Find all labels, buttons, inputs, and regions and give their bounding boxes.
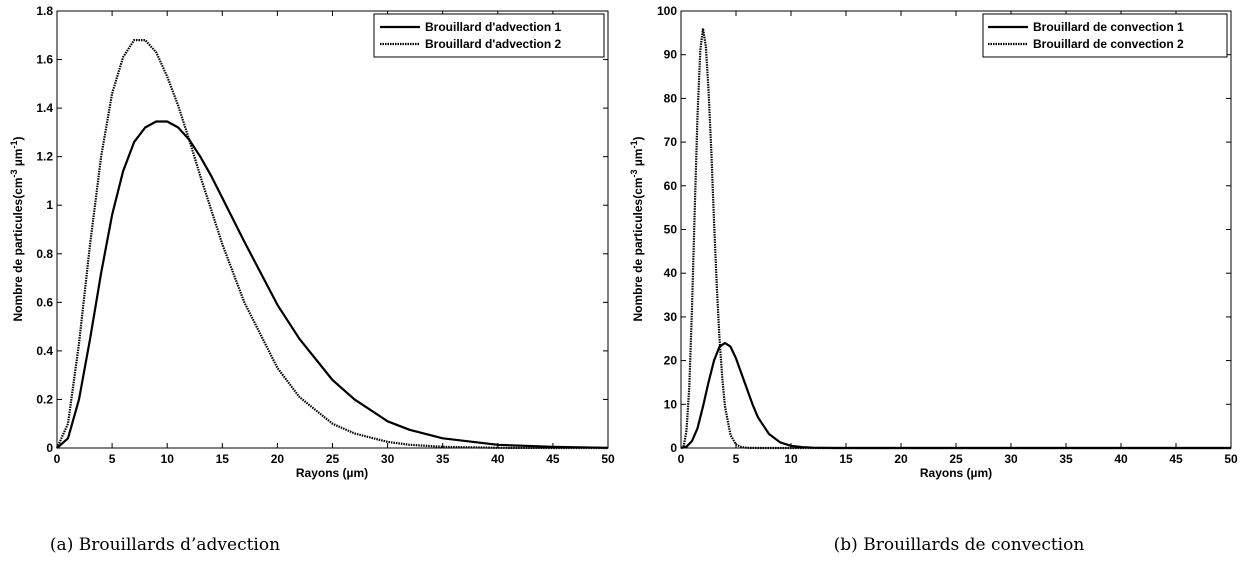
series-lines	[55, 38, 609, 450]
series-line-1	[56, 120, 609, 449]
x-tick-label: 0	[54, 452, 61, 466]
plot-area-frame	[56, 10, 609, 449]
series-line-1	[680, 342, 1231, 450]
y-tick-label: 1.4	[36, 101, 53, 115]
y-tick-label: 10	[664, 397, 678, 411]
y-tick-label: 1.2	[36, 150, 53, 164]
y-tick-label: 0	[670, 441, 677, 455]
y-tick-label: 0.4	[36, 344, 53, 358]
x-tick-label: 30	[381, 452, 395, 466]
legend-box	[982, 13, 1228, 58]
y-tick-label: 100	[657, 4, 677, 18]
y-tick-label: 50	[664, 223, 678, 237]
x-tick-label: 25	[949, 452, 963, 466]
x-tick-label: 15	[216, 452, 230, 466]
x-tick-label: 45	[546, 452, 560, 466]
x-tick-label: 50	[1224, 452, 1238, 466]
x-tick-label: 35	[1059, 452, 1073, 466]
x-tick-label: 40	[491, 452, 505, 466]
x-tick-label: 30	[1004, 452, 1018, 466]
x-axis-ticks: 0 5 10 15 20 25 30 35 40 45 50	[678, 11, 1238, 466]
x-tick-label: 0	[678, 452, 685, 466]
caption-a: (a) Brouillards d’advection	[50, 535, 280, 555]
x-tick-label: 35	[436, 452, 450, 466]
x-axis-label: Rayons (µm)	[296, 466, 368, 480]
x-tick-label: 20	[271, 452, 285, 466]
legend-label-series-1: Brouillard d'advection 1	[425, 20, 562, 34]
x-tick-label: 45	[1169, 452, 1183, 466]
series-line-2	[55, 38, 608, 450]
y-tick-label: 60	[664, 179, 678, 193]
y-tick-label: 0	[46, 441, 53, 455]
x-tick-label: 50	[601, 452, 615, 466]
chart-advection: 0 5 10 15 20 25 30 35 40 45 50 0 0.2 0.4 0.6 0.8 1 1.2 1.…	[9, 4, 615, 555]
x-axis-ticks: 0 5 10 15 20 25 30 35 40 45 50	[54, 11, 615, 466]
y-tick-label: 70	[664, 135, 678, 149]
y-tick-label: 1.8	[36, 4, 53, 18]
chart-convection: 0 5 10 15 20 25 30 35 40 45 50 0 10 20 30 40 50 60 70 80 90…	[629, 4, 1238, 555]
y-axis-ticks: 0 10 20 30 40 50 60 70 80 90 100	[657, 4, 1231, 455]
series-line-2	[680, 27, 1231, 450]
x-tick-label: 25	[326, 452, 340, 466]
legend-label-series-1: Brouillard de convection 1	[1033, 20, 1184, 34]
caption-b: (b) Brouillards de convection	[834, 535, 1085, 555]
y-axis-ticks: 0 0.2 0.4 0.6 0.8 1 1.2 1.4 1.6 1.8	[36, 4, 608, 455]
series-lines	[680, 27, 1231, 450]
y-tick-label: 1.6	[36, 53, 53, 67]
y-tick-label: 0.6	[36, 295, 53, 309]
legend-label-series-2: Brouillard d'advection 2	[425, 37, 562, 51]
plot-area-frame	[680, 10, 1232, 449]
legend-box	[373, 13, 605, 58]
y-tick-label: 20	[664, 354, 678, 368]
x-tick-label: 40	[1114, 452, 1128, 466]
y-tick-label: 30	[664, 310, 678, 324]
x-tick-label: 10	[784, 452, 798, 466]
y-tick-label: 90	[664, 48, 678, 62]
y-tick-label: 40	[664, 266, 678, 280]
y-tick-label: 1	[46, 198, 53, 212]
y-tick-label: 0.2	[36, 392, 53, 406]
x-tick-label: 5	[733, 452, 740, 466]
x-tick-label: 10	[161, 452, 175, 466]
legend: Brouillard de convection 1 Brouillard de…	[982, 13, 1228, 58]
x-tick-label: 20	[894, 452, 908, 466]
y-tick-label: 0.8	[36, 247, 53, 261]
y-axis-label: Nombre de particules(cm-3 µm-1)	[9, 137, 25, 322]
x-axis-label: Rayons (µm)	[920, 466, 992, 480]
x-tick-label: 15	[839, 452, 853, 466]
x-tick-label: 5	[109, 452, 116, 466]
y-tick-label: 80	[664, 91, 678, 105]
y-axis-label: Nombre de particules(cm-3 µm-1)	[629, 137, 645, 322]
legend-label-series-2: Brouillard de convection 2	[1033, 37, 1184, 51]
legend: Brouillard d'advection 1 Brouillard d'ad…	[373, 13, 605, 58]
